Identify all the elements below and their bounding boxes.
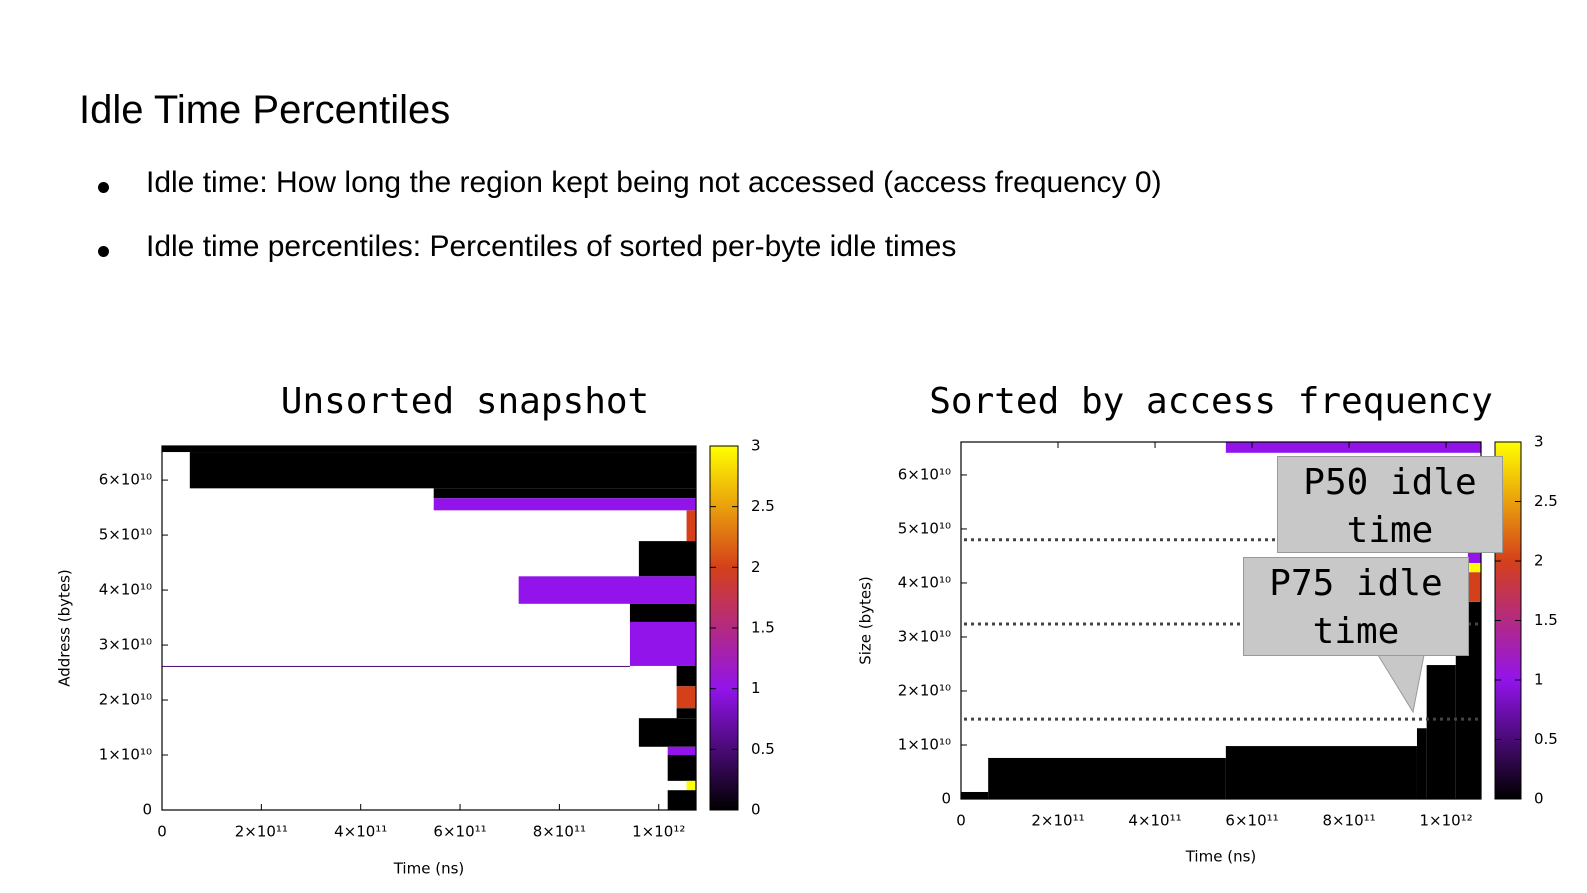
y-tick-label: 3×10¹⁰ bbox=[99, 636, 152, 654]
y-tick-label: 4×10¹⁰ bbox=[898, 573, 951, 591]
color-tick-label: 0 bbox=[1534, 790, 1544, 808]
y-tick-label: 0 bbox=[142, 801, 152, 819]
y-tick-label: 2×10¹⁰ bbox=[898, 681, 951, 699]
x-axis-label: Time (ns) bbox=[393, 860, 465, 878]
bullet-list: Idle time: How long the region kept bein… bbox=[96, 166, 1162, 294]
x-tick-label: 2×10¹¹ bbox=[1031, 812, 1084, 830]
bullet: Idle time percentiles: Percentiles of so… bbox=[96, 230, 1162, 294]
y-tick-label: 3×10¹⁰ bbox=[898, 627, 951, 645]
color-tick-label: 2.5 bbox=[751, 497, 775, 515]
x-tick-label: 1×10¹² bbox=[632, 823, 685, 841]
color-tick-label: 1 bbox=[1534, 671, 1544, 689]
y-tick-label: 1×10¹⁰ bbox=[99, 746, 152, 764]
color-tick-label: 2.5 bbox=[1534, 492, 1558, 510]
heat-cell bbox=[638, 718, 696, 747]
chart-title: Unsorted snapshot bbox=[281, 381, 649, 422]
callout: P75 idle time bbox=[1243, 557, 1469, 656]
x-tick-label: 8×10¹¹ bbox=[533, 823, 586, 841]
heat-cell bbox=[686, 780, 696, 791]
y-tick-label: 2×10¹⁰ bbox=[99, 691, 152, 709]
heat-cell bbox=[676, 708, 696, 719]
heat-cell bbox=[988, 757, 1226, 799]
heat-cell bbox=[1467, 572, 1481, 602]
bullet: Idle time: How long the region kept bein… bbox=[96, 166, 1162, 230]
x-tick-label: 8×10¹¹ bbox=[1322, 812, 1375, 830]
y-tick-label: 5×10¹⁰ bbox=[99, 526, 152, 544]
slide-title: Idle Time Percentiles bbox=[79, 88, 451, 132]
heat-cell bbox=[1416, 728, 1427, 799]
color-tick-label: 2 bbox=[1534, 552, 1544, 570]
x-tick-label: 4×10¹¹ bbox=[1128, 812, 1181, 830]
heat-cell bbox=[676, 665, 696, 687]
x-tick-label: 2×10¹¹ bbox=[235, 823, 288, 841]
heat-cell bbox=[1467, 552, 1481, 563]
y-axis-label: Size (bytes) bbox=[857, 576, 875, 665]
color-tick-label: 3 bbox=[751, 437, 761, 455]
heat-cell bbox=[162, 446, 696, 453]
color-tick-label: 0.5 bbox=[1534, 730, 1558, 748]
y-axis-label: Address (bytes) bbox=[56, 569, 74, 687]
color-tick-label: 1.5 bbox=[751, 619, 775, 637]
heat-cell bbox=[638, 541, 696, 577]
plot-border bbox=[161, 445, 697, 811]
y-tick-label: 4×10¹⁰ bbox=[99, 581, 152, 599]
heat-cell bbox=[433, 498, 696, 511]
color-tick-label: 1 bbox=[751, 679, 761, 697]
color-tick-label: 2 bbox=[751, 558, 761, 576]
y-tick-label: 5×10¹⁰ bbox=[898, 519, 951, 537]
color-tick-label: 0 bbox=[751, 801, 761, 819]
x-tick-label: 0 bbox=[157, 823, 167, 841]
heat-cell bbox=[686, 510, 696, 542]
heat-cell bbox=[667, 746, 696, 756]
color-tick-label: 0.5 bbox=[751, 740, 775, 758]
y-tick-label: 1×10¹⁰ bbox=[898, 735, 951, 753]
heat-cell bbox=[433, 488, 696, 499]
heat-cell bbox=[676, 686, 696, 709]
callout: P50 idle time bbox=[1277, 456, 1503, 553]
x-tick-label: 6×10¹¹ bbox=[1225, 812, 1278, 830]
color-tick-label: 3 bbox=[1534, 433, 1544, 451]
heat-cell bbox=[629, 603, 696, 622]
heat-cell bbox=[1426, 665, 1456, 799]
y-tick-label: 0 bbox=[941, 790, 951, 808]
heat-cell bbox=[629, 621, 696, 666]
plot-border bbox=[960, 441, 1482, 800]
heat-cell bbox=[667, 790, 696, 810]
heat-cell bbox=[1467, 562, 1481, 573]
heat-cell bbox=[1225, 442, 1481, 453]
x-tick-label: 6×10¹¹ bbox=[433, 823, 486, 841]
x-axis-label: Time (ns) bbox=[1185, 848, 1257, 866]
heat-cell bbox=[518, 576, 696, 604]
heat-cell bbox=[667, 755, 696, 781]
x-tick-label: 0 bbox=[956, 812, 966, 830]
y-tick-label: 6×10¹⁰ bbox=[898, 465, 951, 483]
heat-cell bbox=[1225, 746, 1417, 799]
x-tick-label: 1×10¹² bbox=[1419, 812, 1472, 830]
chart-title: Sorted by access frequency bbox=[929, 381, 1493, 422]
y-tick-label: 6×10¹⁰ bbox=[99, 471, 152, 489]
color-tick-label: 1.5 bbox=[1534, 611, 1558, 629]
x-tick-label: 4×10¹¹ bbox=[334, 823, 387, 841]
heat-cell bbox=[189, 452, 696, 489]
heat-cell bbox=[162, 665, 630, 667]
heat-cell bbox=[961, 791, 989, 799]
